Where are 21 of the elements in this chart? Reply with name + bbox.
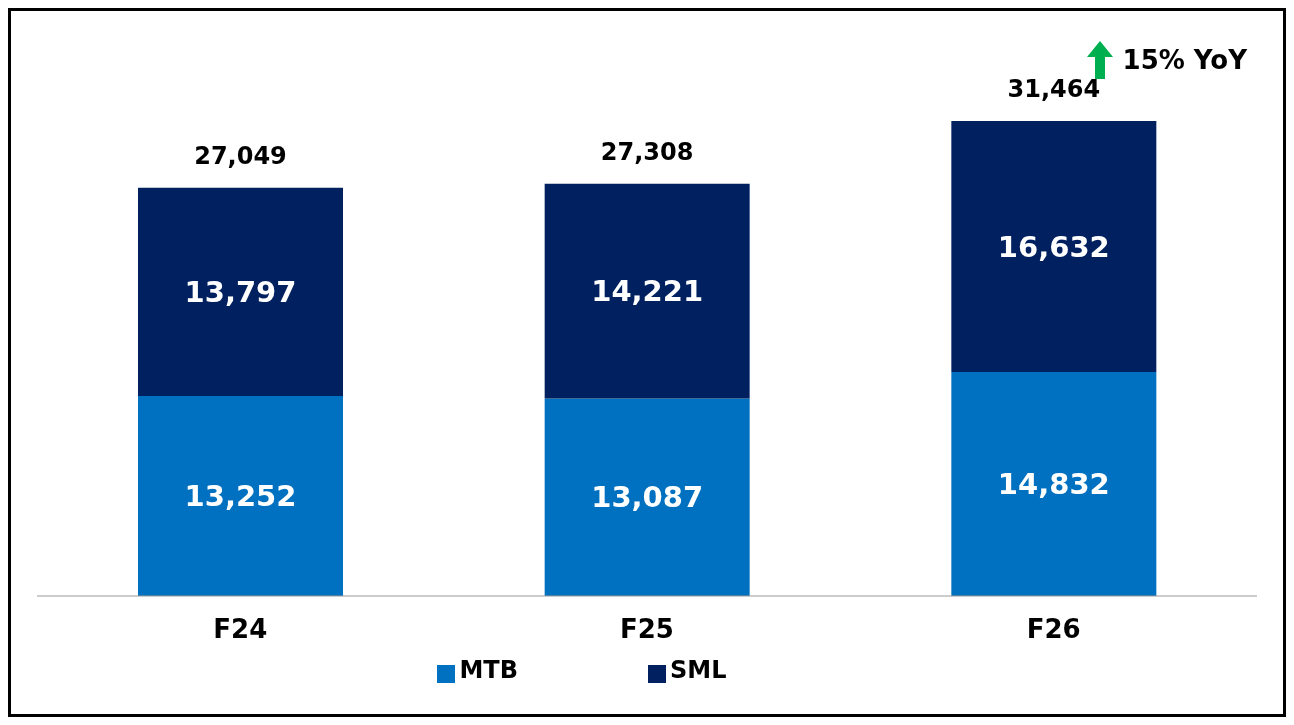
- data-label: 13,797: [184, 274, 297, 309]
- total-label: 27,308: [600, 137, 694, 166]
- data-label: 14,832: [997, 467, 1110, 502]
- text: 15% YoY: [1122, 45, 1247, 75]
- bar: [951, 372, 1157, 596]
- data-label: 13,087: [591, 480, 704, 515]
- bar: [544, 398, 750, 596]
- x-tick-label: F25: [620, 614, 674, 645]
- data-label: 16,632: [997, 229, 1110, 264]
- bar: [951, 121, 1157, 373]
- legend-label: MTB: [459, 656, 519, 684]
- bar: [138, 187, 343, 396]
- x-tick-label: F24: [213, 614, 268, 645]
- data-label: 13,252: [184, 478, 297, 513]
- legend-label: SML: [670, 656, 727, 684]
- bar: [138, 395, 343, 596]
- x-tick-label: F26: [1026, 614, 1081, 645]
- total-label: 27,049: [194, 141, 287, 170]
- data-label: 14,221: [591, 274, 704, 309]
- total-label: 31,464: [1007, 75, 1101, 103]
- bar: [544, 183, 750, 399]
